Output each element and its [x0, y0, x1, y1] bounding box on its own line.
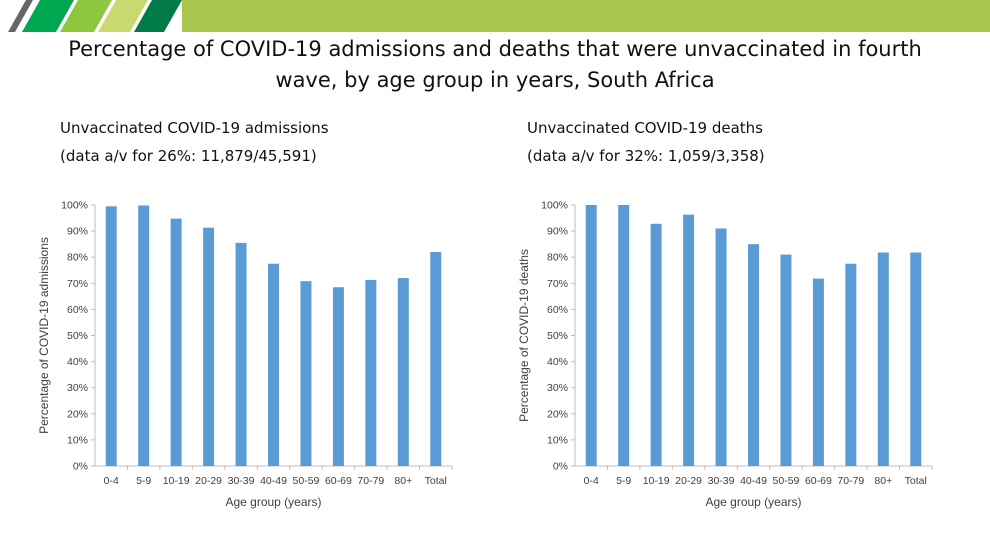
admissions-x-tick-label: 20-29 — [195, 475, 222, 487]
admissions-y-tick-label: 10% — [67, 434, 88, 446]
admissions-y-tick-label: 60% — [67, 304, 88, 316]
deaths-chart-heading: Unvaccinated COVID-19 deaths (data a/v f… — [527, 114, 765, 170]
deaths-x-tick-label: 50-59 — [773, 475, 800, 487]
admissions-y-tick-label: 50% — [67, 330, 88, 342]
deaths-y-tick-label: 40% — [547, 356, 568, 368]
deaths-bar-10-19 — [650, 223, 662, 466]
deaths-y-tick-label: 70% — [547, 278, 568, 290]
admissions-bar-80+ — [397, 278, 409, 466]
admissions-bar-chart: 0% 10% 20% 30% 40% 50% 60% 70% 80% 90% 100% 0-4 5-9 1… — [37, 200, 453, 509]
admissions-y-tick-label: 80% — [67, 252, 88, 264]
admissions-y-tick-label: 20% — [67, 408, 88, 420]
deaths-x-tick-label: 20-29 — [675, 475, 702, 487]
slide-title: Percentage of COVID-19 admissions and de… — [68, 37, 922, 92]
admissions-bar-20-29 — [203, 227, 215, 466]
deaths-x-tick-label: 80+ — [874, 475, 892, 487]
admissions-y-tick-label: 100% — [61, 200, 88, 212]
deaths-bar-0-4 — [585, 205, 597, 466]
admissions-x-tick-label: 70-79 — [357, 475, 384, 487]
deaths-y-tick-label: 60% — [547, 304, 568, 316]
deaths-x-tick-label: 5-9 — [616, 475, 631, 487]
deaths-y-axis-title: Percentage of COVID-19 deaths — [517, 249, 531, 422]
admissions-bar-60-69 — [332, 287, 344, 466]
deaths-y-tick-label: 90% — [547, 226, 568, 238]
admissions-x-tick-label: 0-4 — [104, 475, 119, 487]
deaths-bar-70-79 — [845, 263, 857, 466]
admissions-x-tick-label: Total — [425, 475, 447, 487]
deaths-bar-chart: 0% 10% 20% 30% 40% 50% 60% 70% 80% 90% 100% 0-4 5-9 1… — [517, 200, 933, 509]
admissions-x-tick-label: 5-9 — [136, 475, 151, 487]
deaths-x-tick-label: 30-39 — [708, 475, 735, 487]
deaths-y-tick-label: 10% — [547, 434, 568, 446]
deaths-x-tick-label: 60-69 — [805, 475, 832, 487]
deaths-x-tick-label: 70-79 — [837, 475, 864, 487]
admissions-bar-50-59 — [300, 281, 312, 466]
admissions-chart-title: Unvaccinated COVID-19 admissions — [60, 119, 329, 137]
deaths-x-tick-label: 0-4 — [584, 475, 599, 487]
admissions-y-tick-label: 30% — [67, 382, 88, 394]
top-banner — [0, 0, 990, 32]
admissions-chart-subtitle: (data a/v for 26%: 11,879/45,591) — [60, 147, 317, 165]
admissions-bar-40-49 — [268, 263, 279, 466]
deaths-y-tick-label: 30% — [547, 382, 568, 394]
admissions-bar-70-79 — [365, 279, 377, 466]
admissions-y-axis-title: Percentage of COVID-19 admissions — [37, 237, 51, 434]
admissions-y-tick-label: 70% — [67, 278, 88, 290]
deaths-y-tick-label: 20% — [547, 408, 568, 420]
admissions-chart-heading: Unvaccinated COVID-19 admissions (data a… — [60, 114, 329, 170]
deaths-y-tick-label: 50% — [547, 330, 568, 342]
admissions-bar-Total — [430, 251, 442, 466]
deaths-x-tick-label: Total — [905, 475, 927, 487]
deaths-chart-title: Unvaccinated COVID-19 deaths — [527, 119, 763, 137]
admissions-y-tick-label: 40% — [67, 356, 88, 368]
deaths-y-tick-label: 80% — [547, 252, 568, 264]
admissions-x-axis-title: Age group (years) — [225, 495, 321, 509]
deaths-x-tick-label: 40-49 — [740, 475, 767, 487]
admissions-x-tick-label: 40-49 — [260, 475, 287, 487]
deaths-bar-50-59 — [780, 254, 792, 466]
admissions-bar-5-9 — [138, 205, 150, 466]
deaths-bar-Total — [910, 252, 922, 466]
admissions-x-tick-label: 10-19 — [163, 475, 190, 487]
deaths-bar-80+ — [877, 252, 889, 466]
deaths-bar-40-49 — [748, 244, 759, 466]
deaths-y-tick-label: 0% — [553, 461, 568, 473]
admissions-y-tick-label: 0% — [73, 461, 88, 473]
deaths-x-tick-label: 10-19 — [643, 475, 670, 487]
admissions-bar-30-39 — [235, 242, 247, 466]
deaths-y-tick-label: 100% — [541, 200, 568, 212]
deaths-bar-20-29 — [683, 214, 695, 466]
admissions-x-tick-label: 60-69 — [325, 475, 352, 487]
deaths-chart-subtitle: (data a/v for 32%: 1,059/3,358) — [527, 147, 765, 165]
deaths-x-axis-title: Age group (years) — [705, 495, 801, 509]
deaths-bar-5-9 — [618, 205, 630, 466]
deaths-bar-30-39 — [715, 228, 727, 466]
admissions-bar-10-19 — [170, 218, 182, 466]
admissions-x-tick-label: 80+ — [394, 475, 412, 487]
admissions-bar-0-4 — [105, 206, 117, 466]
admissions-x-tick-label: 50-59 — [293, 475, 320, 487]
admissions-x-tick-label: 30-39 — [228, 475, 255, 487]
admissions-y-tick-label: 90% — [67, 226, 88, 238]
deaths-bar-60-69 — [812, 278, 824, 466]
